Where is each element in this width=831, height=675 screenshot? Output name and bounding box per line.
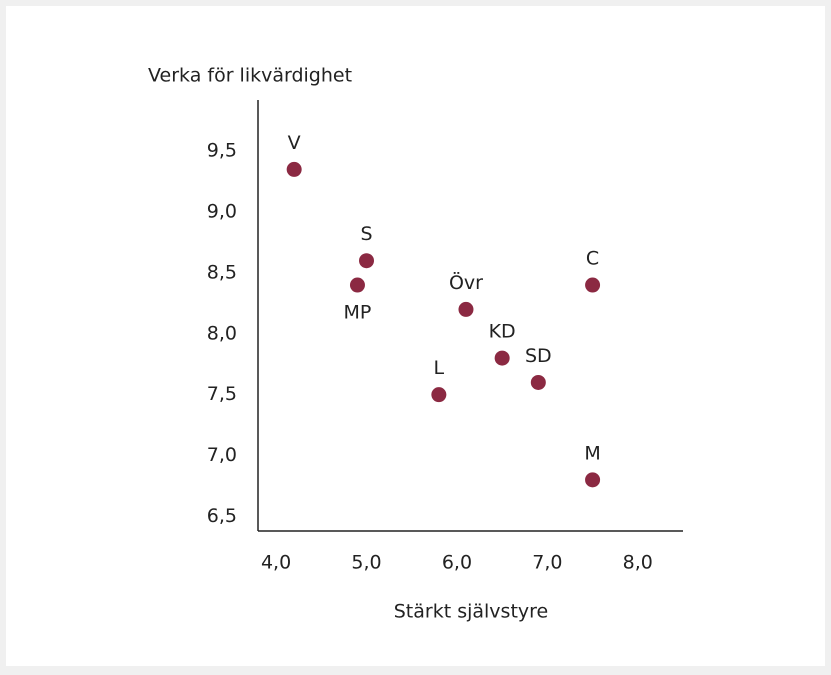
y-tick-label: 9,0 xyxy=(207,201,237,223)
point-label: C xyxy=(586,248,599,270)
point xyxy=(585,472,601,488)
point-label: MP xyxy=(344,302,372,324)
x-tick-label: 8,0 xyxy=(623,552,653,574)
y-tick-label: 7,0 xyxy=(207,444,237,466)
point-label: S xyxy=(360,223,372,245)
card xyxy=(6,6,825,666)
point xyxy=(349,277,365,293)
point xyxy=(458,301,474,317)
point xyxy=(359,253,375,269)
point-label: Övr xyxy=(449,271,483,294)
y-tick-label: 9,5 xyxy=(207,140,237,162)
point-label: M xyxy=(584,442,600,464)
y-tick-label: 6,5 xyxy=(207,505,237,527)
x-tick-label: 4,0 xyxy=(261,552,291,574)
point-label: V xyxy=(288,132,301,154)
point xyxy=(494,350,510,366)
y-tick-label: 7,5 xyxy=(207,383,237,405)
point xyxy=(431,387,447,403)
point xyxy=(530,374,546,390)
y-tick-label: 8,0 xyxy=(207,322,237,344)
x-tick-label: 7,0 xyxy=(532,552,562,574)
y-tick-label: 8,5 xyxy=(207,261,237,283)
point-label: KD xyxy=(489,321,516,343)
point xyxy=(585,277,601,293)
y-axis-title: Verka för likvärdighet xyxy=(148,65,352,87)
point xyxy=(286,161,302,177)
point-label: SD xyxy=(525,345,552,367)
x-tick-label: 5,0 xyxy=(351,552,381,574)
x-axis-title: Stärkt självstyre xyxy=(394,601,548,623)
point-label: L xyxy=(434,357,445,379)
x-tick-label: 6,0 xyxy=(442,552,472,574)
